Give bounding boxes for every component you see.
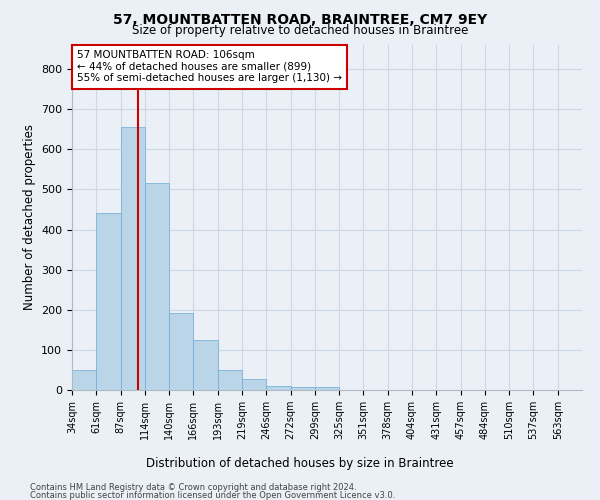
Text: 57 MOUNTBATTEN ROAD: 106sqm
← 44% of detached houses are smaller (899)
55% of se: 57 MOUNTBATTEN ROAD: 106sqm ← 44% of det… (77, 50, 342, 84)
Bar (145, 184, 169, 390)
Bar (96, 214, 121, 390)
Bar (169, 313, 193, 390)
Y-axis label: Number of detached properties: Number of detached properties (23, 124, 35, 310)
Text: Contains HM Land Registry data © Crown copyright and database right 2024.: Contains HM Land Registry data © Crown c… (30, 482, 356, 492)
Bar (72, 370, 96, 390)
Text: Contains public sector information licensed under the Open Government Licence v3: Contains public sector information licen… (30, 491, 395, 500)
Bar (290, 387, 315, 390)
Bar (266, 386, 290, 390)
Bar (218, 370, 242, 390)
Text: 57, MOUNTBATTEN ROAD, BRAINTREE, CM7 9EY: 57, MOUNTBATTEN ROAD, BRAINTREE, CM7 9EY (113, 12, 487, 26)
Bar (121, 127, 145, 390)
Bar (242, 379, 266, 390)
Text: Distribution of detached houses by size in Braintree: Distribution of detached houses by size … (146, 458, 454, 470)
Text: Size of property relative to detached houses in Braintree: Size of property relative to detached ho… (132, 24, 468, 37)
Bar (315, 387, 339, 390)
Bar (193, 340, 218, 390)
